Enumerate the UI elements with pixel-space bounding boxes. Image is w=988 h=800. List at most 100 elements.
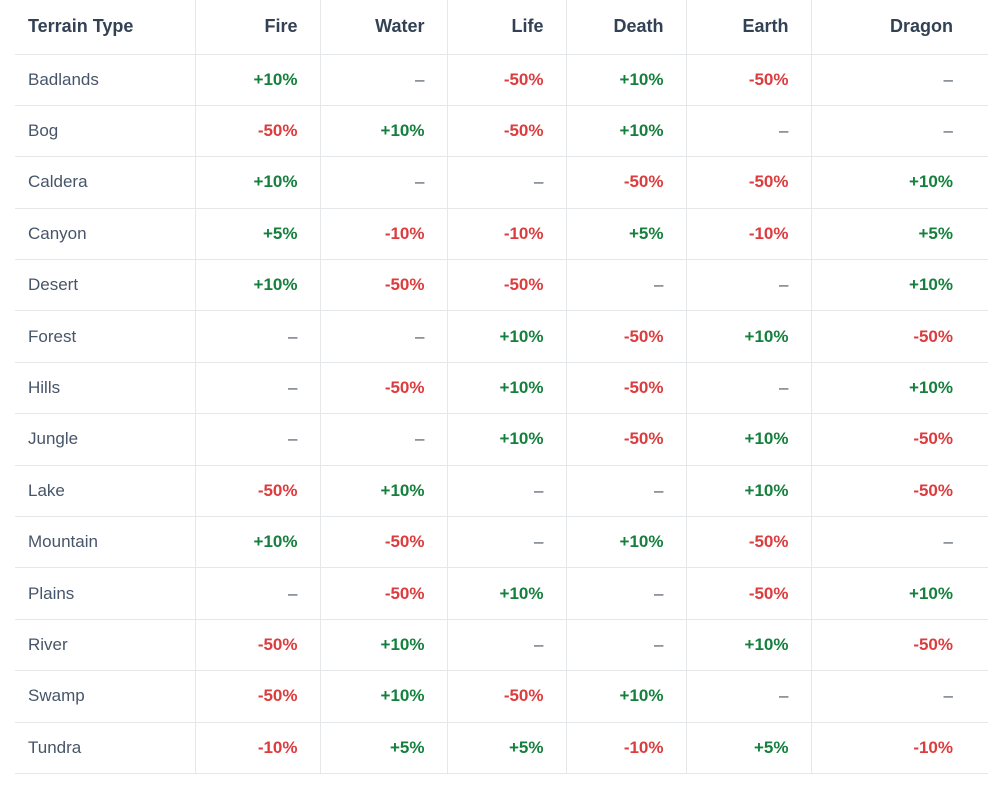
terrain-name-cell: Caldera xyxy=(15,156,196,209)
terrain-name-cell: Desert xyxy=(15,259,196,312)
modifier-cell: – xyxy=(566,619,687,672)
table-body: Badlands +10% – -50% +10% -50% – Bog -50% +10% -50… xyxy=(15,54,988,774)
terrain-name-cell: Canyon xyxy=(15,208,196,261)
column-header-earth: Earth xyxy=(686,0,812,55)
modifier-cell: -10% xyxy=(195,722,321,774)
modifier-cell: – xyxy=(566,259,687,312)
modifier-cell: +5% xyxy=(320,722,448,774)
modifier-cell: -50% xyxy=(447,259,567,312)
terrain-name-cell: River xyxy=(15,619,196,672)
modifier-cell: +10% xyxy=(811,156,988,209)
modifier-cell: – xyxy=(811,516,988,569)
modifier-cell: +10% xyxy=(566,670,687,723)
modifier-cell: – xyxy=(320,413,448,466)
table-row: Bog -50% +10% -50% +10% – – xyxy=(15,105,988,158)
terrain-name-cell: Plains xyxy=(15,567,196,620)
modifier-cell: -10% xyxy=(686,208,812,261)
modifier-cell: -50% xyxy=(811,619,988,672)
table-row: Caldera +10% – – -50% -50% +10% xyxy=(15,156,988,209)
modifier-cell: +10% xyxy=(811,362,988,415)
modifier-cell: +5% xyxy=(566,208,687,261)
table-header: Terrain Type Fire Water Life Death Earth Drago… xyxy=(15,0,988,55)
modifier-cell: – xyxy=(195,567,321,620)
terrain-name-cell: Forest xyxy=(15,310,196,363)
modifier-cell: – xyxy=(320,310,448,363)
terrain-name-cell: Lake xyxy=(15,465,196,518)
terrain-name-cell: Jungle xyxy=(15,413,196,466)
column-header-water: Water xyxy=(320,0,448,55)
modifier-cell: +5% xyxy=(447,722,567,774)
modifier-cell: – xyxy=(320,54,448,106)
modifier-cell: -50% xyxy=(566,362,687,415)
table-row: Tundra -10% +5% +5% -10% +5% -10% xyxy=(15,722,988,774)
terrain-modifier-table: Terrain Type Fire Water Life Death Earth Drago… xyxy=(15,0,988,774)
modifier-cell: – xyxy=(195,362,321,415)
modifier-cell: – xyxy=(447,619,567,672)
modifier-cell: +10% xyxy=(195,54,321,106)
column-header-death: Death xyxy=(566,0,687,55)
table-row: Lake -50% +10% – – +10% -50% xyxy=(15,465,988,518)
modifier-cell: -10% xyxy=(811,722,988,774)
modifier-cell: +10% xyxy=(195,516,321,569)
modifier-cell: +10% xyxy=(566,516,687,569)
terrain-name-cell: Hills xyxy=(15,362,196,415)
modifier-cell: -50% xyxy=(686,54,812,106)
table-row: Forest – – +10% -50% +10% -50% xyxy=(15,310,988,363)
modifier-cell: – xyxy=(686,670,812,723)
modifier-cell: +10% xyxy=(320,670,448,723)
header-row: Terrain Type Fire Water Life Death Earth Drago… xyxy=(15,0,988,55)
modifier-cell: – xyxy=(447,516,567,569)
modifier-cell: +10% xyxy=(447,310,567,363)
terrain-name-cell: Mountain xyxy=(15,516,196,569)
modifier-cell: -50% xyxy=(195,465,321,518)
modifier-cell: -50% xyxy=(320,259,448,312)
modifier-cell: -50% xyxy=(195,105,321,158)
modifier-cell: -50% xyxy=(320,567,448,620)
modifier-cell: -10% xyxy=(566,722,687,774)
table-row: Hills – -50% +10% -50% – +10% xyxy=(15,362,988,415)
modifier-cell: -10% xyxy=(447,208,567,261)
table-row: Desert +10% -50% -50% – – +10% xyxy=(15,259,988,312)
modifier-cell: -50% xyxy=(566,413,687,466)
modifier-cell: -50% xyxy=(566,156,687,209)
modifier-cell: +10% xyxy=(320,105,448,158)
modifier-cell: +10% xyxy=(566,54,687,106)
modifier-cell: -50% xyxy=(811,413,988,466)
table-row: Badlands +10% – -50% +10% -50% – xyxy=(15,54,988,106)
modifier-cell: +10% xyxy=(811,567,988,620)
modifier-cell: -50% xyxy=(811,465,988,518)
modifier-cell: – xyxy=(195,413,321,466)
modifier-cell: – xyxy=(686,362,812,415)
modifier-cell: – xyxy=(566,465,687,518)
modifier-cell: – xyxy=(811,105,988,158)
modifier-cell: +10% xyxy=(195,259,321,312)
modifier-cell: – xyxy=(686,259,812,312)
terrain-name-cell: Swamp xyxy=(15,670,196,723)
modifier-cell: +10% xyxy=(320,465,448,518)
modifier-cell: -50% xyxy=(811,310,988,363)
modifier-cell: – xyxy=(447,156,567,209)
modifier-cell: +5% xyxy=(686,722,812,774)
modifier-cell: +10% xyxy=(686,413,812,466)
terrain-name-cell: Tundra xyxy=(15,722,196,774)
modifier-cell: -50% xyxy=(195,619,321,672)
column-header-terrain-type: Terrain Type xyxy=(15,0,196,55)
modifier-cell: +5% xyxy=(195,208,321,261)
modifier-cell: +10% xyxy=(447,362,567,415)
column-header-dragon: Dragon xyxy=(811,0,988,55)
modifier-cell: +10% xyxy=(447,567,567,620)
table-row: Plains – -50% +10% – -50% +10% xyxy=(15,567,988,620)
modifier-cell: -50% xyxy=(195,670,321,723)
modifier-cell: -50% xyxy=(686,516,812,569)
modifier-cell: +10% xyxy=(447,413,567,466)
modifier-cell: – xyxy=(195,310,321,363)
column-header-life: Life xyxy=(447,0,567,55)
column-header-fire: Fire xyxy=(195,0,321,55)
modifier-cell: +10% xyxy=(195,156,321,209)
modifier-cell: -50% xyxy=(447,105,567,158)
modifier-cell: +10% xyxy=(811,259,988,312)
modifier-cell: -50% xyxy=(320,516,448,569)
modifier-cell: +5% xyxy=(811,208,988,261)
modifier-cell: – xyxy=(811,670,988,723)
table-row: Jungle – – +10% -50% +10% -50% xyxy=(15,413,988,466)
